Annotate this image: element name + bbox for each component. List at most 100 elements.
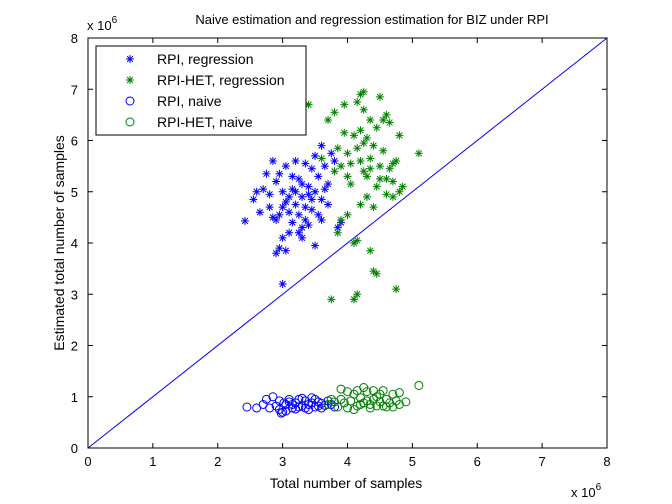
data-point [281,198,290,206]
y-tick-label: 8 [71,31,78,46]
data-point [379,146,388,155]
legend-label: RPI, naive [157,93,222,109]
data-point [278,187,287,196]
data-point [320,162,329,171]
data-point [330,397,340,407]
data-point [362,396,372,406]
data-point [275,244,284,253]
data-point [394,399,404,409]
data-point [310,394,320,404]
x-tick-label: 3 [279,454,286,469]
data-point [333,402,343,412]
data-point [382,174,391,183]
x-tick-label: 5 [409,454,416,469]
data-point [343,210,352,219]
data-point [372,269,381,278]
data-point [281,162,290,171]
data-point [401,397,411,407]
data-point [353,144,362,153]
series-3 [323,380,424,415]
data-point [298,180,307,189]
data-point [362,172,371,181]
data-point [275,210,284,219]
data-point [291,157,300,165]
x-exponent-label: x 106 [571,482,602,500]
data-point [272,215,281,224]
data-point [311,241,320,250]
data-point [285,228,294,237]
data-point [278,233,287,242]
data-point [362,192,371,201]
x-tick-label: 1 [149,454,156,469]
data-point [275,169,284,178]
data-point [259,185,268,194]
data-point [279,398,289,408]
data-point [274,396,284,406]
data-point [301,203,310,212]
x-tick-label: 6 [474,454,481,469]
data-point [366,246,375,255]
data-point [359,167,368,176]
data-point [388,402,398,412]
x-tick-label: 4 [344,454,351,469]
data-point [326,394,336,404]
data-point [278,203,287,212]
legend-box [95,45,307,136]
data-point [381,402,391,412]
y-axis-ticks: 0 1 2 3 4 5 6 7 8 [71,31,607,456]
data-point [382,190,391,199]
data-point [356,126,365,135]
data-point [353,236,362,245]
data-point [281,406,291,416]
chart-title: Naive estimation and regression estimati… [195,12,548,27]
data-point [298,192,307,201]
data-point [394,388,404,398]
legend-label: RPI-HET, regression [157,72,285,88]
y-axis-label: Estimated total number of samples [51,135,67,351]
data-point [375,92,384,101]
data-point [366,164,375,173]
data-point [298,223,307,232]
y-tick-label: 3 [71,287,78,302]
series-0 [240,141,346,288]
y-tick-label: 5 [71,185,78,200]
data-point [314,210,323,219]
data-point [379,116,388,124]
data-point [346,180,355,189]
legend-marker [125,117,135,127]
data-point [343,172,352,181]
data-point [304,190,313,199]
data-point [349,131,358,140]
data-point [349,295,358,304]
data-point [352,386,362,396]
data-point [382,110,391,119]
data-point [372,401,382,411]
data-point [276,408,286,418]
x-tick-label: 0 [84,454,91,469]
data-point [326,399,336,409]
data-point [375,174,384,183]
data-point [343,387,352,397]
data-point [356,200,365,209]
data-point [372,182,381,191]
series-1 [304,87,423,304]
data-point [343,403,352,413]
x-tick-label: 2 [214,454,221,469]
data-point [356,157,365,165]
data-point [375,162,384,171]
data-point [288,218,297,227]
data-point [346,159,355,168]
data-point [291,404,301,414]
data-point [242,402,252,412]
data-point [297,393,307,403]
x-tick-label: 8 [603,454,610,469]
data-point [265,190,274,199]
y-tick-label: 4 [71,236,78,251]
data-point [291,200,300,209]
data-point [333,144,342,153]
data-point [304,405,314,415]
data-point [392,157,401,165]
data-point [252,187,261,196]
data-point [294,228,303,237]
data-point [340,128,349,137]
